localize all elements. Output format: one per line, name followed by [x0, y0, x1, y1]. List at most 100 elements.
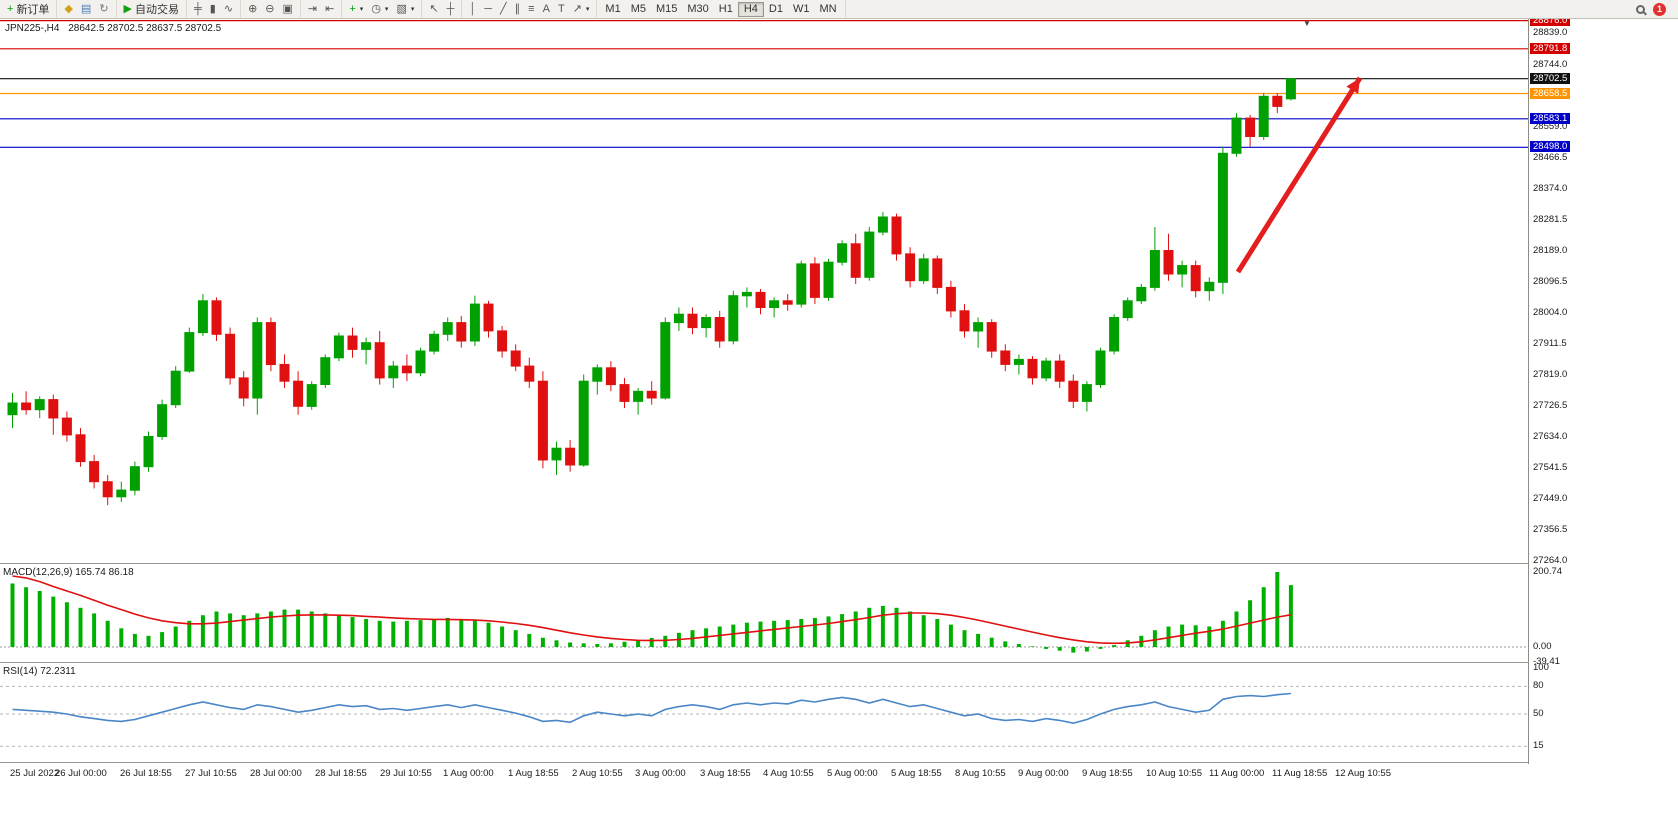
trendline-button[interactable]: ╱ — [496, 1, 511, 18]
periods-button[interactable]: ◷ ▾ — [367, 1, 392, 18]
arrows-button[interactable]: ↗ ▾ — [569, 1, 594, 18]
time-axis-label: 26 Jul 00:00 — [55, 768, 107, 779]
candle-body — [129, 466, 140, 491]
indicators-button[interactable]: + ▾ — [345, 1, 367, 18]
candle-body — [837, 243, 848, 263]
time-axis-label: 1 Aug 18:55 — [508, 768, 559, 779]
candle-body — [605, 367, 616, 386]
timeframe-m15-button-label: M15 — [655, 3, 678, 15]
candle-body — [986, 322, 997, 352]
chevron-down-icon[interactable]: ▾ — [359, 6, 364, 13]
macd-axis-label: 0.00 — [1533, 641, 1552, 652]
horizontal-line-button[interactable]: ─ — [480, 1, 496, 18]
text-button[interactable]: A — [539, 1, 554, 18]
refresh-button[interactable]: ↻ — [95, 1, 112, 18]
time-axis-label: 9 Aug 00:00 — [1018, 768, 1069, 779]
timeframe-w1-button[interactable]: W1 — [788, 1, 815, 18]
candle-body — [809, 263, 820, 298]
price-chart[interactable] — [0, 19, 1528, 563]
channel-button[interactable]: ∥ — [511, 1, 525, 18]
symbols-button[interactable]: ◆ — [60, 1, 76, 18]
candle-body — [102, 481, 113, 498]
rsi-indicator-label: RSI(14) 72.2311 — [3, 666, 76, 677]
line-chart-button[interactable]: ∿ — [220, 1, 237, 18]
text-icon: A — [542, 2, 550, 15]
timeframe-m5-button[interactable]: M5 — [626, 1, 651, 18]
timeframe-mn-button-label: MN — [819, 3, 837, 15]
time-axis[interactable]: 25 Jul 2022 26 Jul 00:00 26 Jul 18:55 27 Ju… — [0, 764, 1678, 783]
line-chart-icon: ∿ — [223, 2, 234, 15]
price-axis-label: 28559.0 — [1533, 120, 1568, 132]
chart-ohlc-values: 28642.5 28702.5 28637.5 28702.5 — [68, 23, 222, 34]
crosshair-button[interactable]: ┼ — [443, 1, 459, 18]
fibonacci-button[interactable]: ≡ — [524, 1, 538, 18]
autotrading-button[interactable]: ▶ 自动交易 — [120, 1, 183, 18]
time-axis-label: 11 Aug 18:55 — [1272, 768, 1328, 779]
candle-body — [537, 380, 548, 461]
candle-body — [7, 402, 18, 416]
trend-arrow[interactable] — [1235, 76, 1363, 274]
cursor-button[interactable]: ↖ — [425, 1, 442, 18]
price-line-badge: 28791.8 — [1530, 42, 1571, 54]
candle-body — [293, 380, 304, 407]
chart-shift-button[interactable]: ⇤ — [321, 1, 338, 18]
price-axis-label: 28374.0 — [1533, 182, 1568, 194]
templates-button[interactable]: ▧ ▾ — [392, 1, 418, 18]
auto-scroll-button[interactable]: ⇥ — [304, 1, 321, 18]
candle-body — [1177, 265, 1188, 275]
timeframe-h1-button-label: H1 — [718, 3, 733, 15]
timeframe-d1-button[interactable]: D1 — [764, 1, 788, 18]
autotrading-button-label: 自动交易 — [135, 4, 179, 16]
rsi-line — [12, 692, 1291, 725]
time-axis-label: 26 Jul 18:55 — [120, 768, 172, 779]
candle-body — [633, 390, 644, 402]
timeframe-mn-button[interactable]: MN — [814, 1, 841, 18]
timeframe-m1-button[interactable]: M1 — [600, 1, 625, 18]
zoom-in-button[interactable]: ⊕ — [244, 1, 261, 18]
timeframe-m15-button[interactable]: M15 — [651, 1, 682, 18]
timeframe-m30-button[interactable]: M30 — [682, 1, 713, 18]
time-axis-label: 3 Aug 18:55 — [700, 768, 751, 779]
candle-body — [415, 350, 426, 374]
candle-body — [524, 365, 535, 382]
vertical-line-button[interactable]: │ — [465, 1, 480, 18]
price-axis[interactable]: 28839.0 28744.0 28559.0 28466.5 28374.0 28281… — [1528, 0, 1678, 782]
market-watch-button[interactable]: ▤ — [77, 1, 95, 18]
candle-body — [1013, 358, 1024, 365]
zoom-out-button[interactable]: ⊖ — [261, 1, 278, 18]
candle-body — [21, 402, 32, 411]
chart-title: JPN225-,H4 28642.5 28702.5 28637.5 28702… — [5, 23, 221, 34]
candle-body — [1217, 152, 1228, 283]
panel-separator[interactable] — [0, 563, 1678, 565]
candlestick-chart-icon: ▮ — [209, 2, 216, 15]
candle-body — [619, 384, 630, 402]
rsi-axis-label: 50 — [1533, 708, 1544, 719]
candle-body — [714, 317, 725, 342]
chevron-down-icon[interactable]: ▾ — [410, 6, 415, 13]
search-button[interactable] — [1632, 1, 1649, 18]
panel-separator[interactable] — [0, 662, 1678, 664]
candle-body — [755, 291, 766, 308]
timeframe-h4-button-label: H4 — [743, 3, 758, 15]
macd-panel[interactable] — [0, 565, 1528, 662]
bar-chart-button[interactable]: ╪ — [190, 1, 206, 18]
chevron-down-icon[interactable]: ▾ — [585, 6, 590, 13]
chevron-down-icon[interactable]: ▾ — [384, 6, 389, 13]
timeframe-m30-button-label: M30 — [687, 3, 709, 15]
price-line-badge: 28583.1 — [1530, 112, 1571, 124]
market-watch-icon: ▤ — [80, 2, 92, 15]
candle-body — [796, 263, 807, 305]
rsi-panel[interactable] — [0, 664, 1528, 762]
timeframe-h1-button[interactable]: H1 — [714, 1, 738, 18]
auto-scroll-icon: ⇥ — [307, 2, 318, 15]
new-order-button[interactable]: + 新订单 — [3, 1, 53, 18]
tile-windows-button[interactable]: ▣ — [279, 1, 297, 18]
timeframe-h4-button[interactable]: H4 — [737, 1, 764, 17]
text-label-button[interactable]: T — [554, 1, 569, 18]
candlestick-chart-button[interactable]: ▮ — [206, 1, 220, 18]
candle-body — [401, 365, 412, 374]
candle-body — [578, 380, 589, 466]
vertical-line-icon: │ — [469, 2, 477, 15]
candle-body — [157, 404, 168, 438]
notifications-badge[interactable]: 1 — [1649, 1, 1670, 18]
